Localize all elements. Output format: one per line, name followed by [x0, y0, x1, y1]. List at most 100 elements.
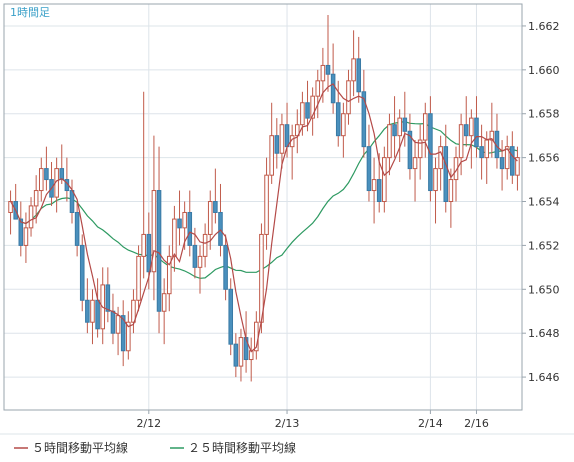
candle-body-down: [228, 288, 234, 345]
candle-body-down: [407, 130, 413, 170]
candle-body-up: [422, 113, 428, 141]
candle-body-up: [166, 255, 172, 295]
candle-body-up: [504, 146, 510, 170]
candle-body-down: [335, 102, 341, 137]
candle-body-up: [172, 218, 177, 257]
candle-body-down: [356, 58, 362, 93]
y-tick-label: 1.662: [528, 20, 560, 33]
period-label: 1時間足: [10, 6, 50, 19]
candle-body-up: [387, 124, 392, 159]
candle-body-up: [90, 299, 95, 323]
candle-body-down: [402, 117, 408, 132]
candle-body-up: [131, 299, 136, 323]
candle-body-down: [479, 146, 484, 159]
candle-body-up: [346, 80, 351, 115]
x-tick-label: 2/12: [136, 417, 161, 430]
candle-body-down: [69, 190, 75, 213]
candle-body-up: [28, 205, 34, 229]
y-tick-label: 1.646: [528, 371, 560, 384]
y-tick-label: 1.660: [528, 64, 560, 77]
candle-body-down: [463, 124, 469, 137]
ma25-layer: [10, 120, 518, 279]
candle-body-up: [202, 233, 208, 257]
candle-body-up: [126, 321, 131, 352]
candle-body-up: [38, 168, 44, 192]
ma5-line: [10, 83, 518, 353]
candle-body-down: [105, 284, 111, 312]
candle-body-up: [320, 64, 326, 82]
candle-body-up: [264, 174, 269, 235]
candle-body-up: [412, 157, 418, 170]
candle-body-down: [274, 135, 280, 154]
candle-body-up: [182, 211, 187, 229]
candle-body-up: [433, 168, 438, 192]
candle-body-down: [85, 299, 90, 323]
candle-body-up: [382, 157, 387, 203]
candle-body-up: [8, 201, 13, 213]
candle-body-down: [376, 179, 382, 203]
candle-body-down: [79, 244, 85, 301]
candle-body-up: [300, 102, 305, 126]
y-tick-label: 1.658: [528, 108, 560, 121]
candle-body-down: [156, 190, 162, 312]
legend: ５時間移動平均線 ２５時間移動平均線: [14, 440, 296, 455]
candle-body-down: [213, 201, 218, 213]
y-tick-label: 1.652: [528, 239, 560, 252]
candle-body-up: [489, 130, 495, 141]
candle-body-down: [361, 91, 367, 148]
candle-body-down: [44, 168, 49, 181]
candle-body-up: [294, 124, 300, 137]
x-tick-label: 2/13: [275, 417, 300, 430]
candle-body-up: [151, 190, 157, 273]
candle-body-up: [469, 117, 474, 137]
candle-body-up: [161, 293, 167, 312]
candle-body-down: [110, 310, 116, 334]
candle-body-down: [428, 113, 433, 192]
y-tick-label: 1.650: [528, 283, 560, 296]
candle-body-down: [146, 233, 152, 273]
candle-body-down: [366, 146, 372, 192]
candle-body-up: [515, 157, 520, 176]
plot-frame: [3, 3, 523, 411]
candle-body-down: [18, 218, 24, 246]
candle-body-up: [448, 179, 454, 203]
candle-body-down: [474, 117, 479, 148]
ma5-layer: [10, 83, 518, 353]
candle-body-down: [305, 102, 310, 119]
legend-label-ma5: ５時間移動平均線: [32, 440, 128, 455]
candle-body-up: [315, 80, 321, 97]
candle-body-down: [325, 64, 331, 75]
candle-body-up: [141, 233, 146, 257]
candle-body-down: [120, 315, 126, 352]
candle-body-up: [238, 337, 244, 367]
legend-label-ma25: ２５時間移動平均線: [188, 440, 296, 455]
candle-body-down: [284, 124, 290, 148]
candle-body-down: [443, 146, 449, 203]
candle-body-up: [279, 124, 285, 154]
candle-body-up: [23, 227, 29, 246]
candle-body-down: [499, 157, 505, 170]
candle-body-up: [207, 201, 213, 235]
candle-body-up: [458, 124, 464, 159]
candle-body-down: [177, 218, 182, 229]
candle-body-down: [59, 168, 65, 181]
candle-body-up: [269, 135, 274, 176]
candle-body-down: [74, 211, 80, 246]
ma25-line: [10, 120, 518, 279]
y-tick-label: 1.656: [528, 152, 560, 165]
candle-body-down: [192, 244, 198, 268]
candle-body-down: [95, 299, 100, 330]
candle-body-up: [438, 146, 443, 170]
y-tick-label: 1.654: [528, 196, 560, 209]
candle-body-up: [33, 190, 39, 207]
candle-body-up: [341, 113, 346, 137]
candle-body-up: [371, 179, 377, 192]
candle-body-down: [510, 146, 515, 176]
candle-body-down: [218, 211, 223, 246]
candle-body-up: [351, 58, 356, 82]
x-tick-label: 2/16: [464, 417, 489, 430]
y-tick-label: 1.648: [528, 327, 560, 340]
candles: [8, 14, 520, 382]
x-tick-label: 2/14: [418, 417, 443, 430]
